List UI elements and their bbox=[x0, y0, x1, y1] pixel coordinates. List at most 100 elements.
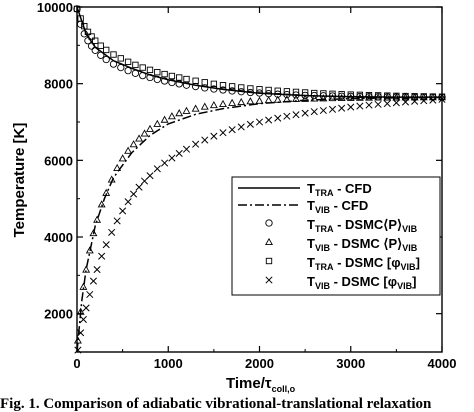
data-point-ttra_dsmc_phi bbox=[201, 79, 208, 86]
data-point-tvib_dsmc_phi bbox=[420, 97, 428, 105]
data-point-ttra_dsmc_p bbox=[124, 66, 132, 75]
data-point-ttra_dsmc_p bbox=[102, 55, 110, 64]
data-point-tvib_dsmc_phi bbox=[374, 100, 382, 108]
data-point-ttra_dsmc_phi bbox=[146, 66, 154, 74]
data-point-tvib_dsmc_p bbox=[182, 106, 191, 114]
data-point-tvib_dsmc_phi bbox=[89, 277, 97, 285]
data-point-ttra_dsmc_p bbox=[131, 69, 140, 77]
data-point-tvib_dsmc_phi bbox=[77, 329, 85, 337]
data-point-tvib_dsmc_p bbox=[273, 95, 282, 103]
data-point-ttra_dsmc_phi bbox=[210, 80, 218, 88]
x-tick-label: 2000 bbox=[245, 356, 274, 371]
data-point-tvib_dsmc_p bbox=[282, 95, 291, 103]
data-point-tvib_dsmc_p bbox=[113, 163, 122, 172]
data-point-tvib_dsmc_p bbox=[228, 98, 237, 106]
data-point-tvib_dsmc_p bbox=[337, 93, 346, 102]
data-point-ttra_dsmc_p bbox=[255, 89, 264, 97]
data-point-ttra_dsmc_p bbox=[84, 37, 92, 45]
data-point-tvib_dsmc_phi bbox=[175, 149, 183, 157]
data-point-ttra_dsmc_p bbox=[228, 87, 236, 95]
data-point-ttra_dsmc_phi bbox=[103, 46, 110, 54]
data-point-ttra_dsmc_phi bbox=[329, 90, 336, 97]
data-point-tvib_dsmc_phi bbox=[219, 129, 227, 137]
data-point-ttra_dsmc_p bbox=[109, 60, 118, 68]
data-point-ttra_dsmc_p bbox=[337, 92, 346, 100]
legend-label: TTRA - DSMC [φVIB] bbox=[307, 255, 420, 272]
data-point-ttra_dsmc_p bbox=[191, 82, 200, 91]
data-point-ttra_dsmc_phi bbox=[238, 84, 245, 91]
data-point-ttra_dsmc_phi bbox=[84, 28, 92, 36]
data-point-tvib_dsmc_phi bbox=[140, 177, 149, 185]
data-point-tvib_dsmc_p bbox=[85, 246, 94, 254]
data-point-ttra_dsmc_phi bbox=[117, 55, 124, 62]
data-point-ttra_dsmc_p bbox=[73, 5, 81, 13]
data-point-ttra_dsmc_phi bbox=[338, 91, 345, 98]
data-point-tvib_dsmc_phi bbox=[411, 97, 419, 105]
data-point-ttra_dsmc_phi bbox=[161, 70, 168, 78]
x-axis-title: Time/τcoll,o bbox=[226, 375, 296, 394]
data-point-tvib_dsmc_p bbox=[200, 102, 209, 110]
data-point-tvib_dsmc_p bbox=[146, 124, 154, 132]
data-point-ttra_dsmc_p bbox=[117, 63, 125, 72]
data-point-tvib_dsmc_phi bbox=[161, 159, 169, 167]
data-point-tvib_dsmc_p bbox=[246, 97, 255, 105]
data-point-ttra_dsmc_p bbox=[91, 46, 99, 54]
data-point-tvib_dsmc_phi bbox=[182, 145, 191, 153]
data-point-tvib_dsmc_phi bbox=[356, 102, 364, 110]
data-point-tvib_dsmc_phi bbox=[301, 109, 309, 117]
data-point-tvib_dsmc_p bbox=[160, 115, 169, 123]
data-point-tvib_dsmc_phi bbox=[210, 132, 218, 140]
legend-item: TVIB - DSMC ⟨P⟩VIB bbox=[265, 236, 418, 253]
series-tvib_dsmc_p bbox=[73, 93, 446, 344]
data-point-tvib_dsmc_phi bbox=[365, 101, 373, 109]
y-tick-label: 8000 bbox=[44, 77, 73, 92]
data-point-tvib_dsmc_p bbox=[82, 265, 91, 273]
data-point-tvib_dsmc_p bbox=[89, 229, 98, 237]
legend-marker-square bbox=[265, 257, 273, 265]
data-point-ttra_dsmc_phi bbox=[139, 64, 146, 71]
data-point-tvib_dsmc_phi bbox=[119, 207, 127, 215]
data-point-tvib_dsmc_p bbox=[410, 93, 419, 101]
y-axis-title: Temperature [K] bbox=[11, 123, 28, 238]
data-point-tvib_dsmc_phi bbox=[82, 304, 90, 312]
data-point-tvib_dsmc_phi bbox=[93, 266, 101, 274]
data-point-ttra_dsmc_p bbox=[97, 51, 105, 59]
data-point-tvib_dsmc_p bbox=[219, 99, 227, 107]
data-point-ttra_dsmc_phi bbox=[365, 91, 373, 99]
x-tick-label: 4000 bbox=[428, 356, 457, 371]
data-point-ttra_dsmc_phi bbox=[77, 15, 84, 22]
data-point-ttra_dsmc_p bbox=[146, 73, 154, 82]
data-point-tvib_dsmc_phi bbox=[124, 198, 132, 206]
data-point-ttra_dsmc_phi bbox=[374, 92, 382, 99]
y-tick-label: 2000 bbox=[44, 307, 73, 322]
data-point-ttra_dsmc_p bbox=[301, 91, 309, 100]
data-point-tvib_dsmc_phi bbox=[153, 165, 161, 173]
data-point-ttra_dsmc_p bbox=[292, 91, 300, 99]
data-point-ttra_dsmc_p bbox=[237, 88, 245, 96]
data-point-ttra_dsmc_phi bbox=[154, 68, 161, 76]
data-point-tvib_dsmc_p bbox=[301, 94, 310, 102]
data-point-tvib_dsmc_p bbox=[118, 154, 127, 162]
data-point-tvib_dsmc_phi bbox=[102, 241, 110, 249]
data-point-ttra_dsmc_phi bbox=[393, 92, 400, 100]
data-point-tvib_dsmc_p bbox=[153, 119, 162, 127]
legend-item: TVIB - CFD bbox=[238, 198, 368, 215]
data-point-ttra_dsmc_p bbox=[80, 30, 88, 38]
data-point-ttra_dsmc_phi bbox=[228, 83, 236, 90]
data-point-tvib_dsmc_p bbox=[73, 336, 82, 344]
data-point-tvib_dsmc_p bbox=[365, 93, 373, 101]
data-point-ttra_dsmc_phi bbox=[183, 75, 190, 83]
data-point-tvib_dsmc_phi bbox=[237, 123, 245, 131]
legend-label: TTRA - DSMC⟨P⟩VIB bbox=[307, 217, 418, 234]
data-point-ttra_dsmc_phi bbox=[274, 87, 281, 94]
legend-item: TVIB - DSMC [φVIB] bbox=[265, 274, 416, 291]
data-point-tvib_dsmc_p bbox=[392, 93, 401, 101]
legend-label: TVIB - DSMC [φVIB] bbox=[307, 274, 416, 291]
data-point-ttra_dsmc_p bbox=[210, 85, 218, 93]
legend-label: TTRA - CFD bbox=[307, 181, 372, 198]
legend-item: TTRA - CFD bbox=[238, 181, 372, 198]
series-line-ttra_cfd bbox=[76, 6, 442, 98]
y-tick-label: 4000 bbox=[44, 230, 73, 245]
data-point-ttra_dsmc_p bbox=[347, 92, 355, 101]
